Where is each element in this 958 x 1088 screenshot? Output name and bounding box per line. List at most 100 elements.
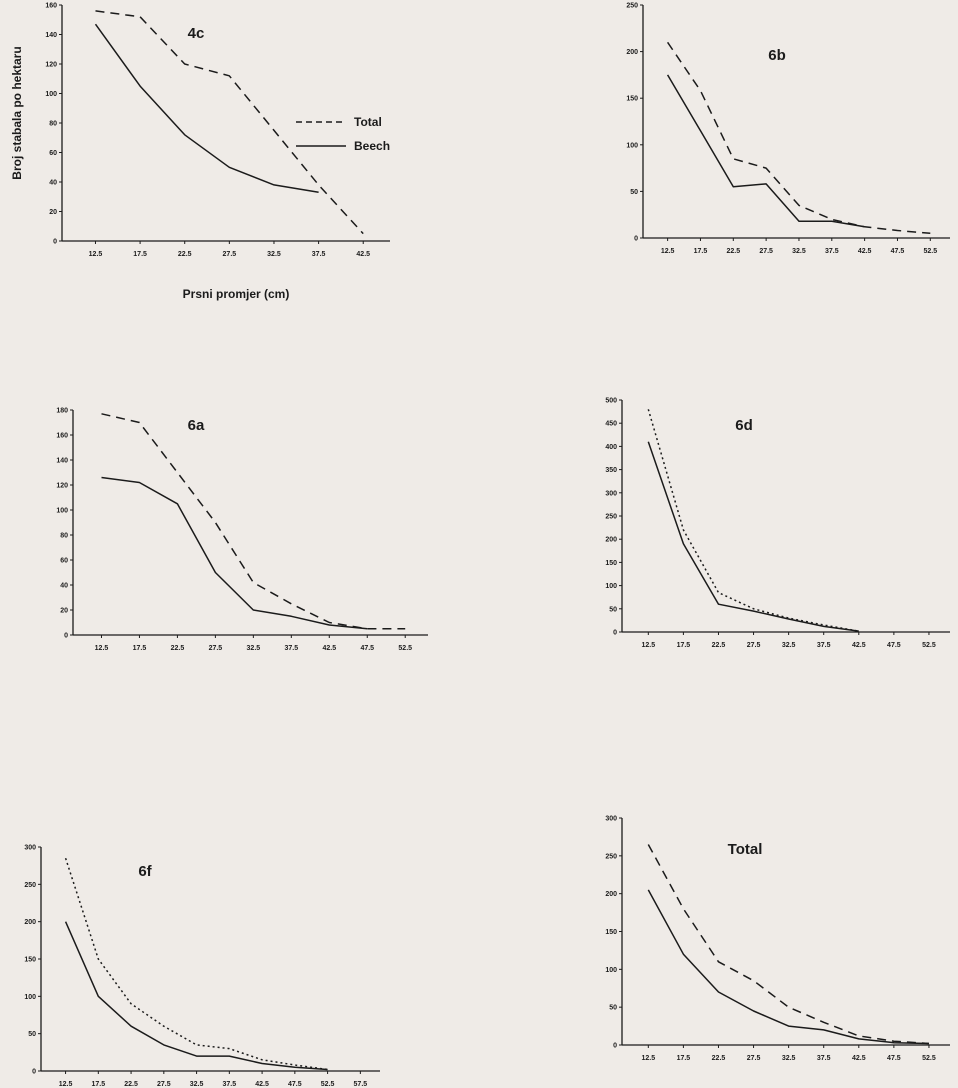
y-tick-label: 200 xyxy=(626,49,638,56)
series-line-beech xyxy=(64,921,328,1071)
series-line-total xyxy=(64,857,328,1071)
x-tick-label: 32.5 xyxy=(267,251,281,258)
y-tick-label: 0 xyxy=(634,236,638,243)
y-tick-label: 50 xyxy=(630,189,638,196)
x-tick-label: 17.5 xyxy=(677,1055,691,1062)
y-tick-label: 250 xyxy=(626,3,638,10)
y-tick-label: 100 xyxy=(56,508,68,515)
y-tick-label: 100 xyxy=(605,967,617,974)
y-tick-label: 60 xyxy=(60,558,68,565)
y-tick-label: 300 xyxy=(605,816,617,823)
y-tick-label: 50 xyxy=(609,1005,617,1012)
x-tick-label: 47.5 xyxy=(887,642,901,649)
series-line-total xyxy=(666,41,931,235)
y-tick-label: 0 xyxy=(32,1069,36,1076)
y-tick-label: 250 xyxy=(605,853,617,860)
y-tick-label: 100 xyxy=(605,583,617,590)
y-tick-label: 60 xyxy=(49,150,57,157)
chart-6d: 0 50 100 150 200 250 300 350 400 450 500 12.5 17.5 22… xyxy=(605,398,950,649)
y-tick-label: 150 xyxy=(605,560,617,567)
y-tick-label: 300 xyxy=(605,490,617,497)
x-tick-label: 32.5 xyxy=(247,645,261,652)
y-tick-label: 80 xyxy=(49,121,57,128)
x-tick-label: 12.5 xyxy=(89,251,103,258)
y-tick-label: 160 xyxy=(56,433,68,440)
y-tick-label: 0 xyxy=(613,1043,617,1050)
y-tick-label: 20 xyxy=(60,608,68,615)
y-tick-label: 120 xyxy=(45,62,57,69)
x-tick-label: 52.5 xyxy=(398,645,412,652)
chart-title: 6f xyxy=(138,863,152,880)
y-tick-label: 50 xyxy=(28,1031,36,1038)
x-tick-label: 37.5 xyxy=(223,1081,237,1088)
y-tick-label: 450 xyxy=(605,421,617,428)
series-line-beech xyxy=(647,441,859,632)
x-tick-label: 42.5 xyxy=(356,251,370,258)
x-tick-label: 17.5 xyxy=(92,1081,106,1088)
chart-6a: 0 20 40 60 80 100 120 140 160 180 12.5 17.5 22.5 27.5… xyxy=(56,408,428,652)
y-tick-label: 40 xyxy=(49,180,57,187)
y-tick-label: 300 xyxy=(24,845,36,852)
x-tick-label: 32.5 xyxy=(782,1055,796,1062)
legend-label-total: Total xyxy=(354,115,382,129)
x-tick-label: 12.5 xyxy=(641,1055,655,1062)
y-tick-label: 500 xyxy=(605,398,617,405)
x-tick-label: 37.5 xyxy=(312,251,326,258)
x-tick-label: 17.5 xyxy=(677,642,691,649)
y-tick-label: 400 xyxy=(605,444,617,451)
chart-title: Total xyxy=(728,841,763,858)
x-tick-label: 52.5 xyxy=(922,642,936,649)
x-tick-label: 42.5 xyxy=(322,645,336,652)
x-tick-label: 12.5 xyxy=(95,645,109,652)
y-tick-label: 40 xyxy=(60,583,68,590)
x-tick-label: 27.5 xyxy=(223,251,237,258)
x-tick-label: 27.5 xyxy=(759,248,773,255)
x-tick-label: 22.5 xyxy=(726,248,740,255)
y-tick-label: 100 xyxy=(626,142,638,149)
chart-4c: 0 20 40 60 80 100 120 140 160 12.5 17.5 22.5 27.5 32.… xyxy=(10,3,390,302)
y-axis-label: Broj stabala po hektaru xyxy=(10,46,24,179)
chart-6f: 0 50 100 150 200 250 300 12.5 17.5 22.5 27.5 32.5 37… xyxy=(24,845,380,1088)
y-tick-label: 160 xyxy=(45,3,57,10)
x-tick-label: 27.5 xyxy=(747,642,761,649)
x-tick-label: 22.5 xyxy=(712,1055,726,1062)
series-line-beech xyxy=(101,476,368,630)
chart-title: 6b xyxy=(768,47,786,64)
x-tick-label: 42.5 xyxy=(858,248,872,255)
x-tick-label: 37.5 xyxy=(285,645,299,652)
x-tick-label: 12.5 xyxy=(641,642,655,649)
series-line-beech xyxy=(647,889,930,1045)
y-tick-label: 250 xyxy=(24,882,36,889)
x-tick-label: 32.5 xyxy=(792,248,806,255)
y-tick-label: 0 xyxy=(613,630,617,637)
chart-title: 4c xyxy=(188,25,205,42)
y-tick-label: 200 xyxy=(605,537,617,544)
x-tick-label: 22.5 xyxy=(178,251,192,258)
y-tick-label: 100 xyxy=(45,91,57,98)
x-tick-label: 27.5 xyxy=(209,645,223,652)
y-tick-label: 150 xyxy=(626,96,638,103)
y-tick-label: 0 xyxy=(53,239,57,246)
legend: Total Beech xyxy=(296,115,390,153)
x-tick-label: 32.5 xyxy=(190,1081,204,1088)
y-tick-label: 250 xyxy=(605,514,617,521)
chart-6b: 0 50 100 150 200 250 12.5 17.5 22.5 27.5 32.5 37.5 4… xyxy=(626,3,950,255)
x-tick-label: 42.5 xyxy=(255,1081,269,1088)
y-tick-label: 20 xyxy=(49,209,57,216)
x-tick-label: 12.5 xyxy=(59,1081,73,1088)
chart-Total: 0 50 100 150 200 250 300 12.5 17.5 22.5 27.5 32.5 37… xyxy=(605,816,950,1062)
y-tick-label: 150 xyxy=(24,957,36,964)
x-tick-label: 37.5 xyxy=(817,1055,831,1062)
series-line-beech xyxy=(666,74,865,228)
x-tick-label: 17.5 xyxy=(694,248,708,255)
x-tick-label: 27.5 xyxy=(747,1055,761,1062)
series-line-beech xyxy=(94,23,319,194)
x-tick-label: 52.5 xyxy=(923,248,937,255)
y-tick-label: 100 xyxy=(24,994,36,1001)
x-tick-label: 37.5 xyxy=(825,248,839,255)
x-tick-label: 27.5 xyxy=(157,1081,171,1088)
y-tick-label: 200 xyxy=(605,891,617,898)
x-tick-label: 47.5 xyxy=(891,248,905,255)
x-tick-label: 57.5 xyxy=(354,1081,368,1088)
